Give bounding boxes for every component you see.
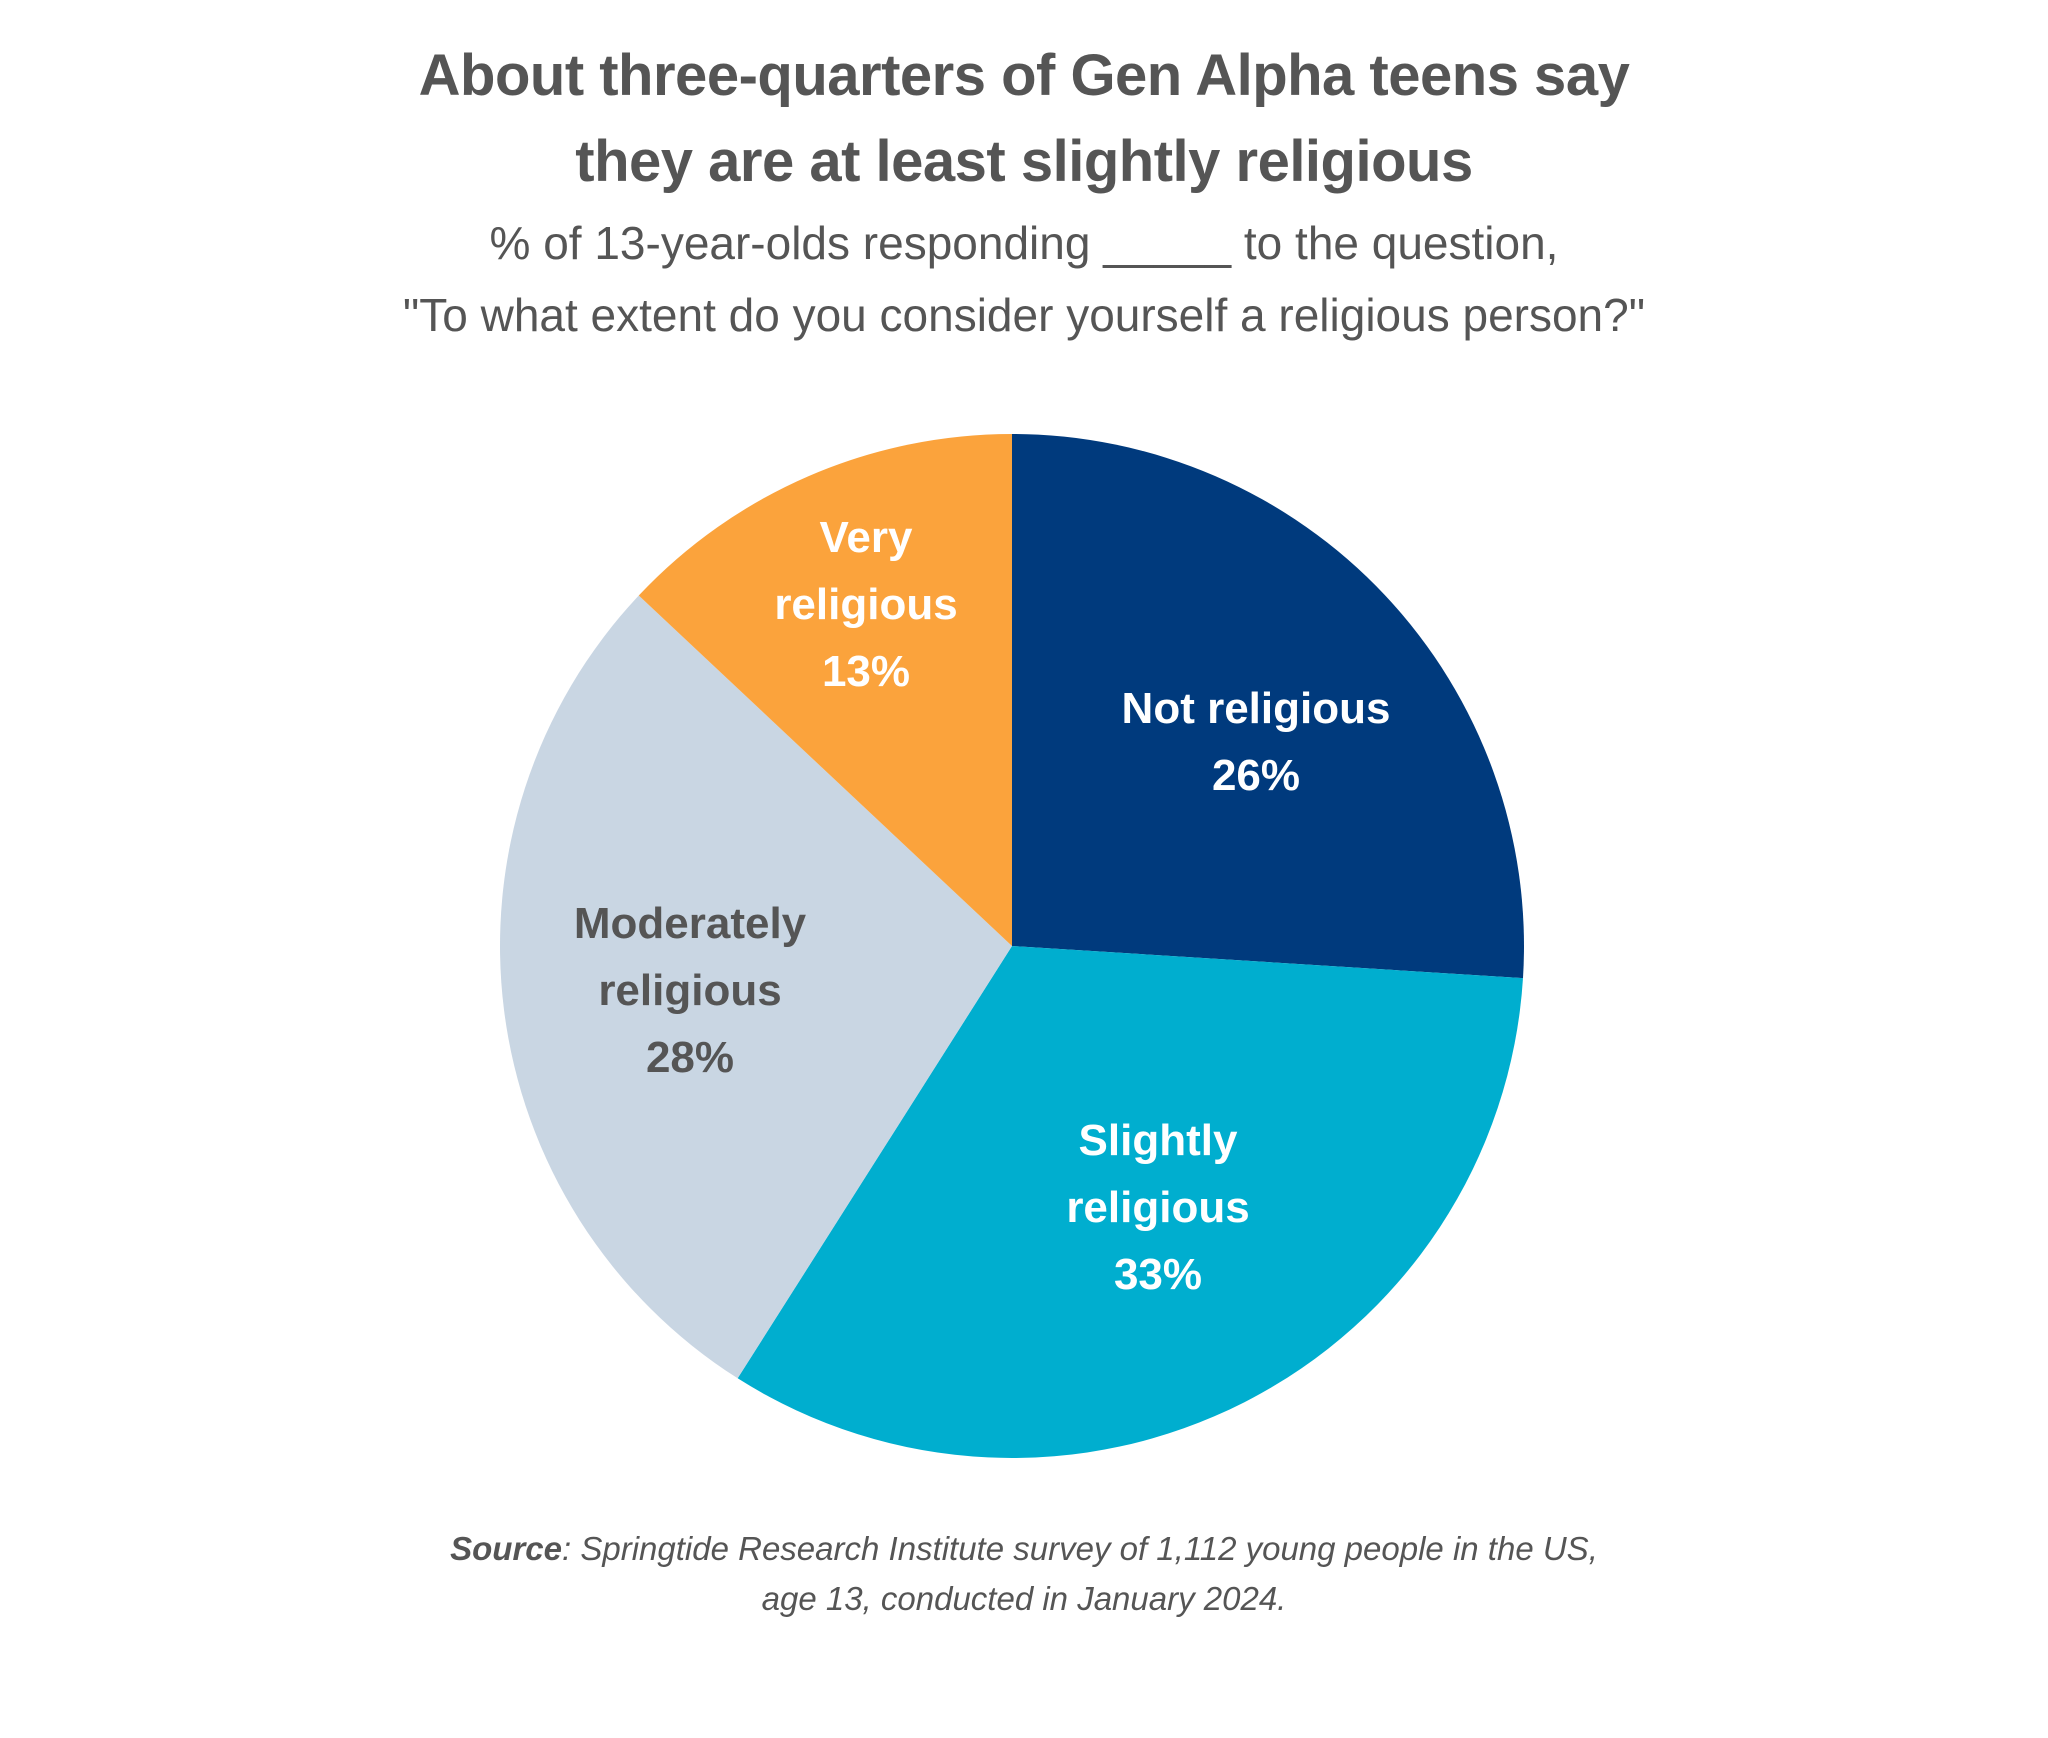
chart-title-line-2: they are at least slightly religious bbox=[575, 129, 1473, 194]
chart-subtitle-line-2: "To what extent do you consider yourself… bbox=[402, 289, 1646, 341]
source-note-line-1: Source: Springtide Research Institute su… bbox=[0, 1530, 2048, 1568]
source-note-line-2: age 13, conducted in January 2024. bbox=[761, 1580, 1287, 1617]
slice-category-label: Slightly bbox=[1079, 1116, 1238, 1165]
source-text: : Springtide Research Institute survey o… bbox=[562, 1530, 1598, 1567]
slice-category-label: Moderately bbox=[574, 899, 807, 948]
pie-slice-slightly-religious bbox=[737, 946, 1523, 1458]
chart-title-line-1: About three-quarters of Gen Alpha teens … bbox=[418, 43, 1630, 108]
source-label: Source bbox=[450, 1530, 563, 1567]
pie-slice-not-religious bbox=[1012, 434, 1524, 979]
slice-value-label: 33% bbox=[1114, 1250, 1202, 1299]
slice-category-label: religious bbox=[774, 580, 957, 629]
slice-value-label: 26% bbox=[1212, 751, 1300, 800]
slice-category-label: religious bbox=[1066, 1183, 1249, 1232]
pie-slice-moderately-religious bbox=[500, 595, 1012, 1379]
slice-value-label: 28% bbox=[646, 1033, 734, 1082]
pie-slice-very-religious bbox=[638, 434, 1012, 946]
slice-category-label: religious bbox=[598, 966, 781, 1015]
slice-category-label: Very bbox=[820, 513, 914, 562]
chart-subtitle-line-1: % of 13-year-olds responding _____ to th… bbox=[489, 217, 1559, 269]
slice-value-label: 13% bbox=[822, 647, 910, 696]
slice-category-label: Not religious bbox=[1122, 684, 1391, 733]
